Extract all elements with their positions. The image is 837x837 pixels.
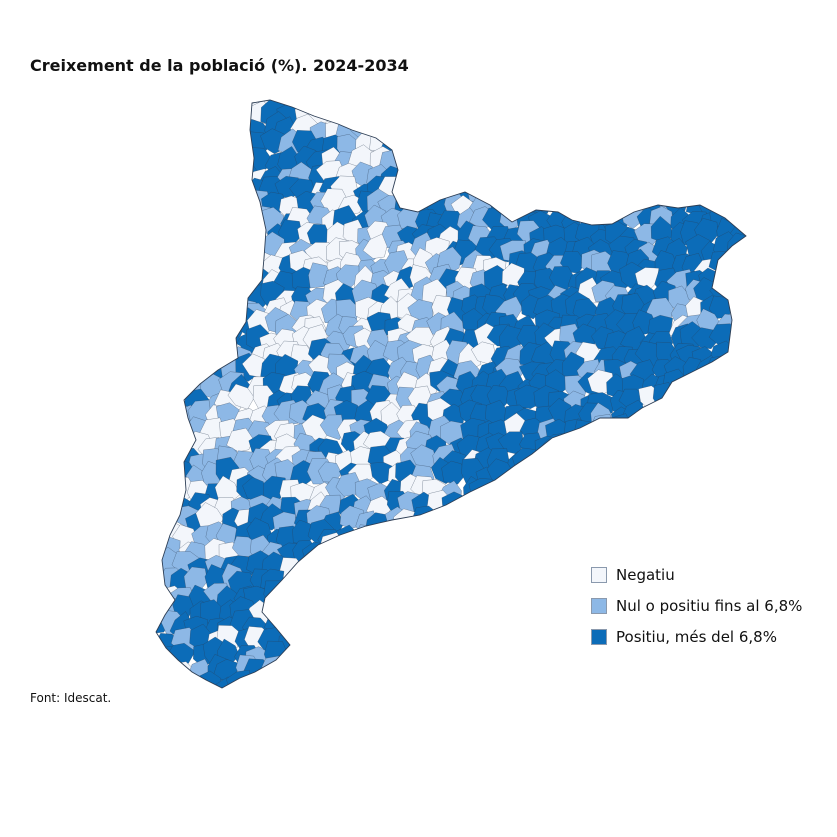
legend-swatch-nul-o-positiu — [591, 598, 607, 614]
municipality-high — [534, 435, 561, 460]
legend-label-negatiu: Negatiu — [616, 566, 675, 584]
source-note: Font: Idescat. — [30, 691, 112, 705]
municipality-cells — [156, 100, 746, 688]
legend-item-nul-o-positiu: Nul o positiu fins al 6,8% — [591, 596, 802, 616]
municipality-low — [319, 414, 344, 441]
municipality-high — [573, 419, 597, 446]
legend-item-negatiu: Negatiu — [591, 565, 802, 585]
municipality-negative — [156, 550, 166, 572]
legend-label-positiu: Positiu, més del 6,8% — [616, 628, 777, 646]
catalonia-outline — [155, 99, 747, 689]
legend-item-positiu: Positiu, més del 6,8% — [591, 627, 802, 647]
map-title: Creixement de la població (%). 2024-2034 — [30, 56, 409, 75]
municipality-high — [263, 580, 288, 605]
municipality-high — [441, 460, 467, 485]
municipality-negative — [362, 233, 388, 259]
legend-label-nul-o-positiu: Nul o positiu fins al 6,8% — [616, 597, 803, 615]
map-legend: Negatiu Nul o positiu fins al 6,8% Posit… — [591, 565, 802, 658]
municipality-low — [335, 472, 362, 497]
legend-swatch-positiu — [591, 629, 607, 645]
legend-swatch-negatiu — [591, 567, 607, 583]
